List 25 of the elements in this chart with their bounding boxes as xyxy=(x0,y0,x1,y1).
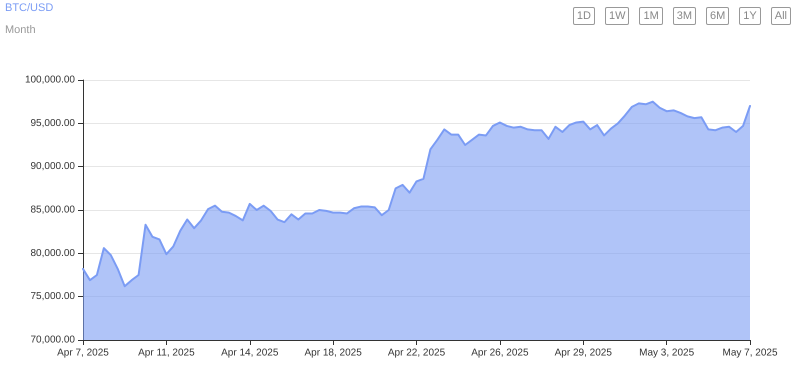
y-tick-label: 90,000.00 xyxy=(30,161,76,172)
x-tick-label: Apr 11, 2025 xyxy=(138,348,196,358)
x-tick-label: May 3, 2025 xyxy=(639,348,695,358)
x-tick-label: Apr 22, 2025 xyxy=(388,348,446,358)
chart-subtitle: Month xyxy=(5,24,36,36)
x-tick-label: Apr 14, 2025 xyxy=(221,348,279,358)
x-tick-label: Apr 26, 2025 xyxy=(471,348,529,358)
range-button[interactable]: 1D xyxy=(572,7,595,25)
y-tick-label: 70,000.00 xyxy=(30,334,76,346)
y-tick-label: 75,000.00 xyxy=(30,291,76,302)
range-button[interactable]: All xyxy=(770,7,791,25)
range-button[interactable]: 3M xyxy=(672,7,696,25)
x-tick-label: Apr 18, 2025 xyxy=(304,348,362,358)
range-button[interactable]: 6M xyxy=(706,7,730,25)
y-tick-label: 85,000.00 xyxy=(30,204,76,216)
x-tick-label: Apr 29, 2025 xyxy=(554,348,612,358)
y-tick-label: 80,000.00 xyxy=(30,248,76,259)
range-button[interactable]: 1M xyxy=(639,7,663,25)
x-tick-label: May 7, 2025 xyxy=(722,348,778,358)
y-tick-label: 100,000.00 xyxy=(24,74,76,86)
chart-title: BTC/USD xyxy=(5,2,54,14)
y-tick-label: 95,000.00 xyxy=(30,118,76,129)
range-button[interactable]: 1Y xyxy=(739,7,761,25)
x-tick-label: Apr 7, 2025 xyxy=(57,348,110,358)
range-button[interactable]: 1W xyxy=(604,7,630,25)
